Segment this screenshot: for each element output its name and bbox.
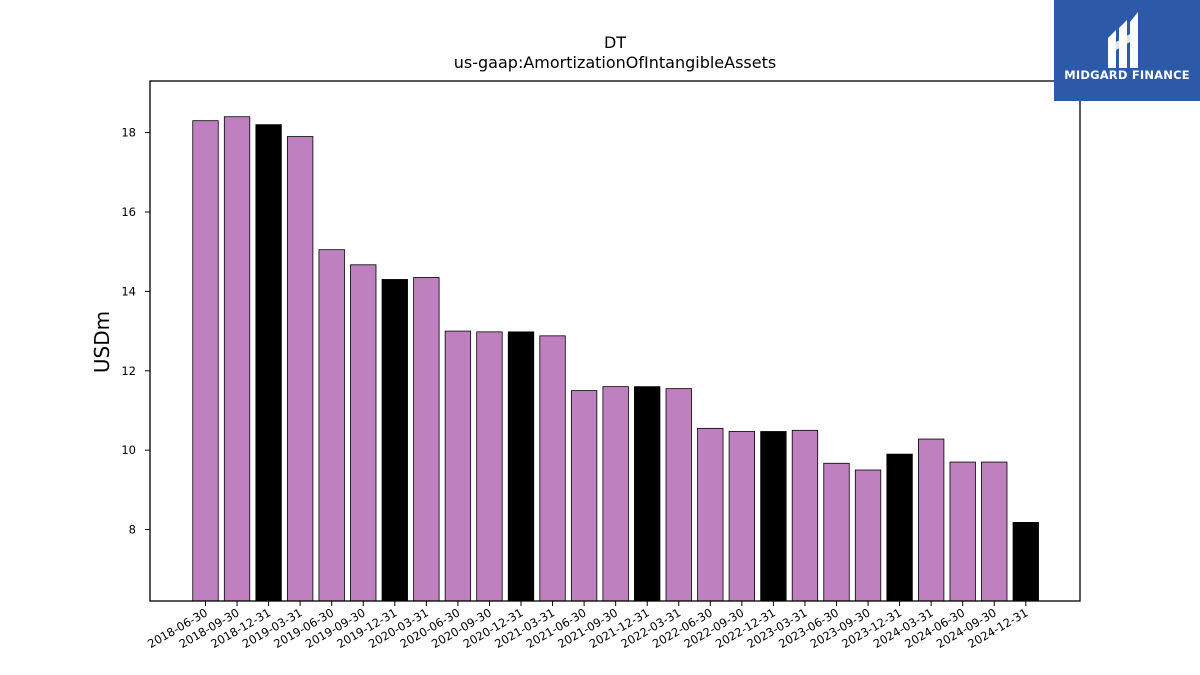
bar-2020-12-31 bbox=[507, 331, 535, 602]
bar-2024-09-30 bbox=[981, 461, 1008, 602]
bar-2019-03-31 bbox=[286, 136, 314, 602]
bar-2018-12-31 bbox=[255, 124, 282, 602]
bar-2019-09-30 bbox=[350, 264, 377, 602]
bar-2021-12-31 bbox=[634, 386, 661, 602]
y-axis-label: USDm bbox=[90, 311, 114, 373]
bar-2020-03-31 bbox=[413, 277, 440, 602]
bar-2020-09-30 bbox=[476, 331, 503, 602]
bar-2023-03-31 bbox=[791, 429, 819, 602]
y-tick-label: 18 bbox=[121, 126, 136, 140]
bar-2023-12-31 bbox=[886, 453, 913, 602]
chart-title: DT bbox=[604, 33, 626, 52]
logo-mark-icon bbox=[1108, 12, 1138, 68]
bar-2021-03-31 bbox=[539, 335, 566, 602]
midgard-finance-logo: MIDGARD FINANCE bbox=[1054, 0, 1200, 101]
y-tick-label: 16 bbox=[121, 205, 136, 219]
bar-2021-06-30 bbox=[570, 390, 598, 602]
y-tick-label: 8 bbox=[129, 523, 136, 537]
bar-2022-09-30 bbox=[728, 431, 755, 602]
y-tick-label: 12 bbox=[121, 364, 136, 378]
bar-2018-06-30 bbox=[192, 120, 219, 602]
logo-text: MIDGARD FINANCE bbox=[1064, 68, 1190, 82]
bar-2024-12-31 bbox=[1012, 522, 1039, 602]
bar-2019-06-30 bbox=[318, 249, 345, 602]
bar-2022-06-30 bbox=[697, 427, 724, 602]
bar-2022-12-31 bbox=[760, 431, 787, 602]
y-tick-label: 14 bbox=[121, 284, 136, 298]
bar-2020-06-30 bbox=[444, 330, 472, 602]
bar-2023-09-30 bbox=[854, 469, 882, 602]
y-ticks-group: 8 10 12 14 16 18 bbox=[121, 126, 150, 537]
x-ticks-group: 2018-06-302018-09-302018-12-312019-03-31… bbox=[145, 601, 1030, 651]
bars-group bbox=[192, 116, 1039, 602]
bar-2022-03-31 bbox=[665, 388, 692, 602]
bar-2019-12-31 bbox=[381, 279, 408, 602]
bar-2021-09-30 bbox=[602, 386, 629, 602]
y-tick-label: 10 bbox=[121, 443, 136, 457]
chart-subtitle: us-gaap:AmortizationOfIntangibleAssets bbox=[454, 53, 776, 72]
bar-2018-09-30 bbox=[223, 116, 251, 602]
plot-frame bbox=[149, 80, 1081, 602]
bar-2024-06-30 bbox=[949, 461, 976, 602]
bar-2023-06-30 bbox=[823, 462, 850, 602]
bar-2024-03-31 bbox=[918, 438, 945, 602]
